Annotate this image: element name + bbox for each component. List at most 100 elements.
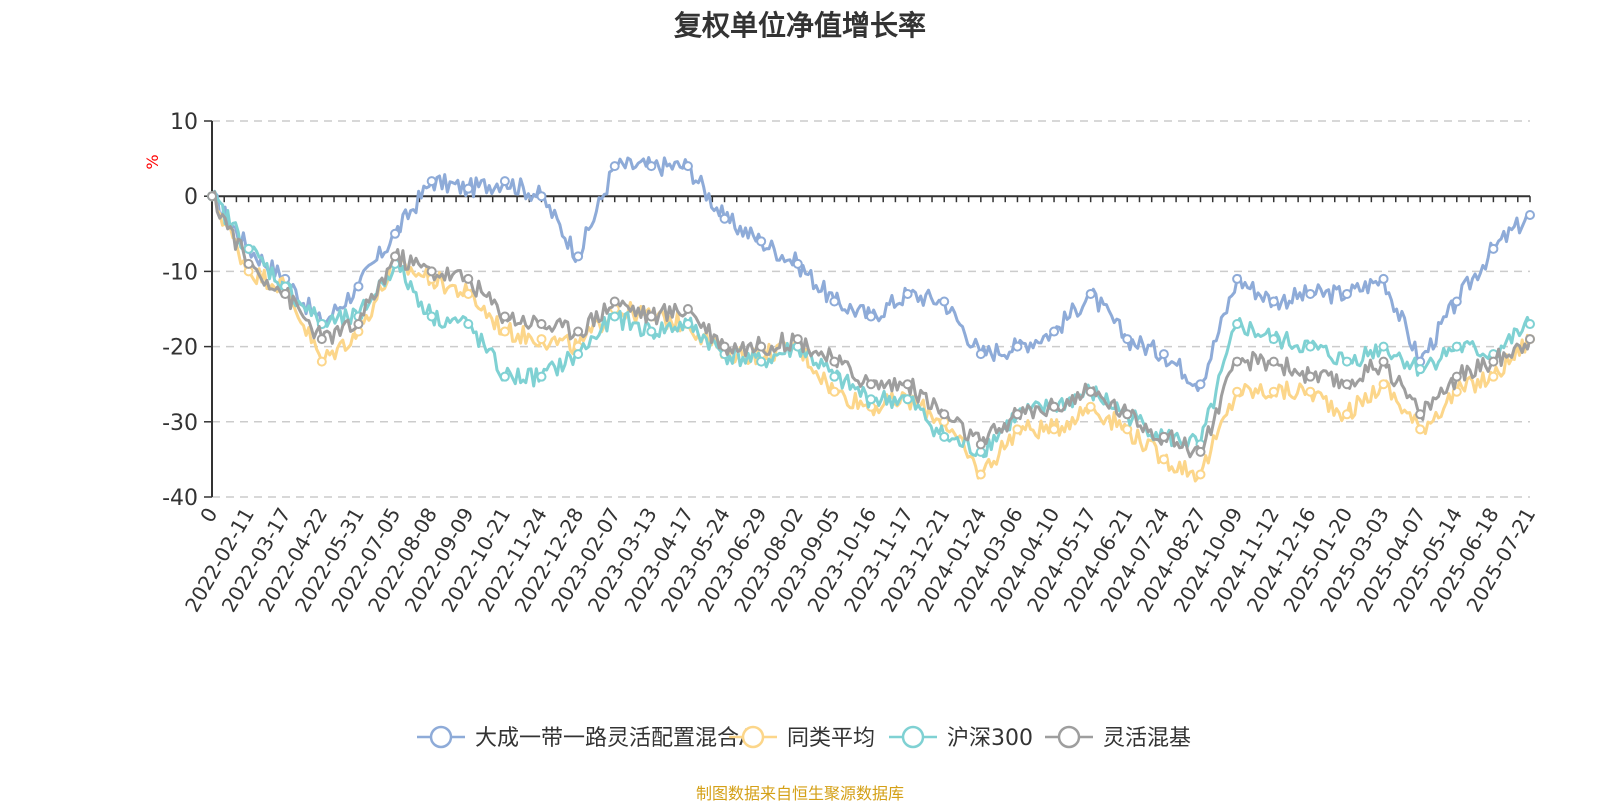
data-point — [280, 288, 291, 299]
legend-swatch-marker — [429, 725, 453, 749]
y-tick-label: -10 — [162, 260, 198, 285]
data-point — [1049, 424, 1060, 435]
data-point — [1268, 296, 1279, 307]
data-point — [682, 304, 693, 314]
legend-item: 沪深300 — [889, 725, 1033, 751]
data-point — [1378, 341, 1389, 352]
y-tick-label: 0 — [184, 185, 198, 210]
legend-label: 沪深300 — [947, 726, 1033, 751]
series-line — [210, 189, 1532, 459]
y-tick-label: -20 — [162, 336, 198, 361]
data-point — [1085, 288, 1096, 299]
data-point — [866, 311, 876, 322]
data-point — [939, 296, 950, 307]
data-point — [536, 319, 547, 330]
legend-swatch-marker — [741, 725, 765, 749]
data-point — [1305, 288, 1316, 299]
legend-item: 大成一带一路灵活配置混合A — [417, 725, 754, 751]
data-point — [646, 311, 657, 322]
y-tick-label: -40 — [162, 486, 198, 511]
data-point — [939, 409, 950, 420]
data-point — [243, 258, 254, 269]
data-point — [1085, 386, 1096, 397]
data-point — [573, 251, 584, 262]
y-tick-label: 10 — [170, 110, 198, 135]
data-point — [1341, 288, 1352, 299]
data-point — [463, 288, 474, 299]
data-point — [1341, 379, 1352, 390]
data-point — [902, 288, 913, 299]
source-note: 制图数据来自恒生聚源数据库 — [695, 784, 904, 803]
data-point — [426, 266, 437, 277]
data-point — [1341, 356, 1352, 367]
data-point — [1122, 409, 1133, 420]
data-point — [499, 311, 510, 322]
data-point — [939, 431, 950, 442]
series-line — [210, 190, 1532, 459]
data-point — [1451, 296, 1462, 307]
data-point — [1012, 424, 1023, 435]
data-point — [975, 349, 986, 360]
data-point — [1232, 386, 1243, 397]
legend-swatch-marker — [1057, 725, 1081, 749]
data-point — [609, 296, 620, 307]
data-point — [1195, 446, 1206, 457]
data-point — [1305, 386, 1316, 397]
data-point — [1525, 319, 1535, 330]
data-point — [902, 379, 913, 390]
data-point — [536, 334, 547, 345]
data-point — [792, 334, 803, 345]
data-point — [1415, 409, 1426, 420]
data-point — [1415, 364, 1426, 375]
legend-label: 灵活混基 — [1103, 726, 1191, 751]
data-point — [1488, 371, 1499, 382]
data-point — [975, 469, 986, 480]
data-point — [1158, 349, 1169, 360]
data-point — [866, 394, 876, 405]
legend-label: 同类平均 — [787, 726, 875, 751]
data-point — [756, 236, 767, 247]
line-chart: 100-10-20-30-40%02022-02-112022-03-17202… — [143, 110, 1540, 751]
data-point — [573, 349, 584, 360]
data-point — [353, 281, 364, 292]
data-point — [1525, 210, 1535, 220]
series-line — [210, 191, 1532, 483]
data-point — [1305, 341, 1316, 352]
data-point — [902, 394, 913, 405]
legend-swatch-marker — [901, 725, 925, 749]
data-point — [1158, 454, 1169, 465]
data-point — [1268, 386, 1279, 397]
data-point — [829, 386, 840, 397]
data-point — [1232, 273, 1243, 284]
data-point — [316, 334, 327, 345]
data-point — [975, 439, 986, 450]
legend-item: 灵活混基 — [1045, 725, 1191, 751]
data-point — [646, 326, 657, 337]
data-point — [1488, 356, 1499, 367]
data-point — [1378, 273, 1389, 284]
data-point — [792, 258, 803, 269]
data-point — [1122, 334, 1133, 345]
chart-title: 复权单位净值增长率 — [673, 9, 926, 42]
data-point — [1378, 379, 1389, 390]
data-point — [1195, 379, 1206, 390]
data-point — [829, 371, 840, 382]
data-point — [243, 243, 254, 254]
data-point — [1158, 431, 1169, 442]
data-point — [316, 356, 327, 367]
data-point — [536, 191, 547, 202]
data-point — [207, 191, 217, 202]
data-point — [609, 161, 620, 172]
data-point — [646, 161, 657, 172]
data-point — [536, 371, 547, 382]
data-point — [1195, 469, 1206, 480]
legend-item: 同类平均 — [729, 725, 875, 751]
data-point — [1012, 341, 1023, 352]
data-point — [829, 356, 840, 367]
data-point — [756, 356, 767, 367]
x-tick-label: 0 — [195, 504, 222, 527]
data-point — [463, 319, 474, 330]
legend-label: 大成一带一路灵活配置混合A — [475, 726, 754, 751]
y-axis-label: % — [143, 154, 162, 169]
data-point — [1232, 319, 1243, 330]
